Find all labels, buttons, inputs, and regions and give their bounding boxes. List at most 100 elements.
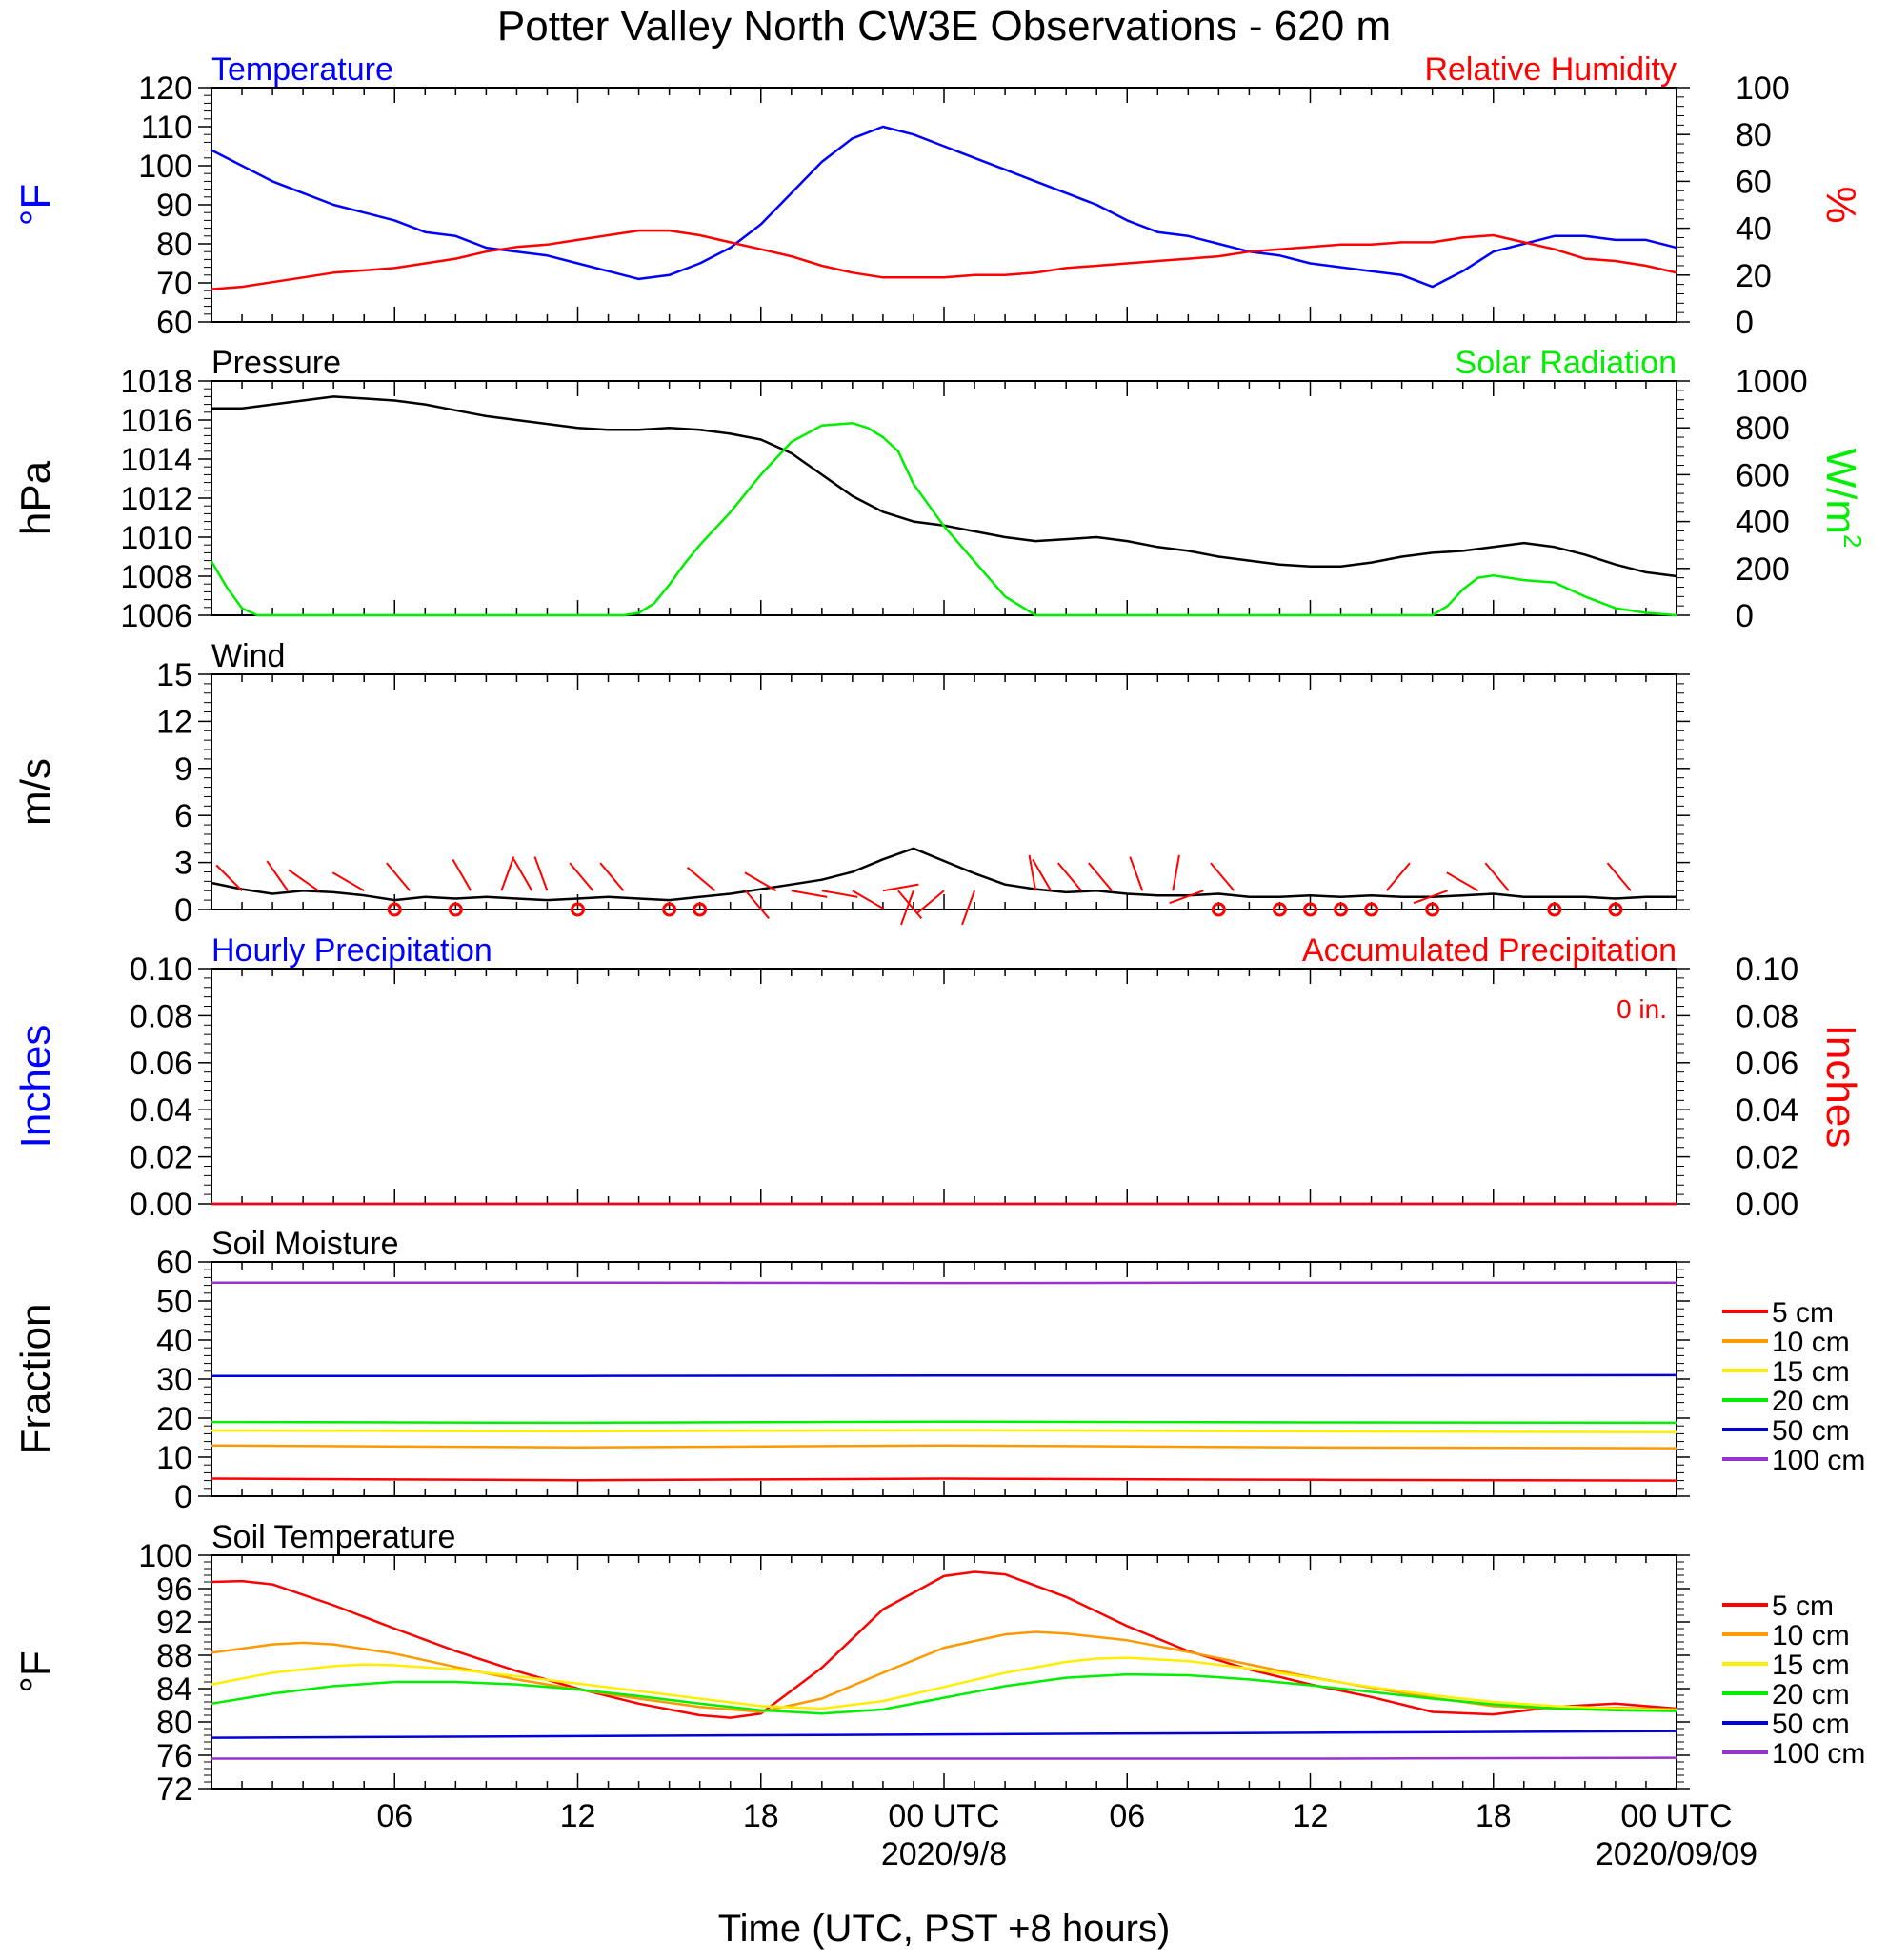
x-tick-label: 18	[1476, 1798, 1512, 1834]
y-right-tick-label: 200	[1736, 551, 1790, 588]
y-left-tick-label: 90	[156, 188, 192, 224]
wind-calm-circle	[1364, 902, 1379, 917]
wind-calm-circle	[448, 902, 463, 917]
panel-title-left: Wind	[211, 638, 285, 674]
legend-label: 15 cm	[1772, 1356, 1850, 1388]
y-left-tick-label: 80	[156, 1705, 192, 1741]
y-left-tick-label: 0	[174, 1479, 192, 1515]
y-left-tick-label: 80	[156, 227, 192, 263]
wind-barb	[1088, 862, 1113, 891]
legend-label: 10 cm	[1772, 1327, 1850, 1358]
wind-barb	[599, 862, 625, 891]
wind-barb	[882, 883, 919, 892]
series-line-5-cm	[211, 1570, 1677, 1719]
wind-barb	[1028, 854, 1037, 891]
series-line-temperature	[211, 125, 1677, 289]
y-left-tick-label: 1006	[120, 598, 192, 634]
y-left-tick-label: 110	[141, 110, 192, 146]
y-right-axis-label: Inches	[1818, 1025, 1864, 1149]
wind-calm-circle	[1334, 902, 1349, 917]
y-left-tick-label: 15	[156, 657, 192, 693]
wind-barb	[1446, 871, 1479, 892]
legend-label: 5 cm	[1772, 1590, 1834, 1622]
legend-label: 50 cm	[1772, 1415, 1850, 1447]
y-left-tick-label: 50	[156, 1284, 192, 1320]
wind-barb	[288, 869, 319, 892]
series-line-100-cm	[211, 1756, 1677, 1760]
wind-barb	[452, 858, 472, 891]
y-right-axis-label: W/m2	[1818, 449, 1867, 549]
y-left-tick-label: 40	[156, 1323, 192, 1359]
accumulated-total: 0 in.	[1617, 994, 1667, 1024]
y-left-tick-label: 60	[156, 1245, 192, 1281]
legend-label: 15 cm	[1772, 1650, 1850, 1681]
legend-label: 20 cm	[1772, 1386, 1850, 1417]
wind-barb	[266, 860, 289, 891]
wind-barb	[512, 858, 533, 891]
y-left-tick-label: 6	[174, 798, 192, 834]
panel-2: 0 3 6 9 12 15 Wind m/s	[12, 638, 1690, 929]
legend-label: 20 cm	[1772, 1679, 1850, 1710]
x-tick-label: 12	[1293, 1798, 1329, 1834]
wind-calm-circle	[662, 902, 677, 917]
wind-barb	[1606, 862, 1632, 891]
wind-barb	[500, 856, 515, 891]
y-left-tick-label: 30	[156, 1362, 192, 1398]
y-left-tick-label: 9	[174, 751, 192, 788]
x-tick-label: 06	[376, 1798, 412, 1834]
y-right-tick-label: 800	[1736, 410, 1790, 447]
x-tick-label: 00 UTC	[888, 1798, 999, 1834]
panel-title-right: Accumulated Precipitation	[1302, 932, 1677, 969]
wind-calm-circle	[1425, 902, 1440, 917]
wind-calm-circle	[1272, 902, 1287, 917]
wind-calm-circle	[387, 902, 402, 917]
wind-barb	[900, 890, 914, 926]
panels-group: 60708090100110120020406080100Temperature…	[12, 51, 1867, 1808]
y-right-tick-label: 0.06	[1736, 1046, 1798, 1082]
y-right-axis-label-sup: 2	[1838, 534, 1867, 548]
y-left-tick-label: 100	[138, 149, 192, 185]
wind-calm-circle	[1303, 902, 1317, 917]
y-left-tick-label: 1008	[120, 559, 192, 595]
y-left-tick-label: 0.08	[130, 998, 192, 1034]
series-line-10-cm	[211, 1630, 1677, 1713]
y-left-axis-label: °F	[12, 1650, 59, 1692]
series-line-50-cm	[211, 1373, 1677, 1377]
wind-calm-circle	[693, 902, 708, 917]
wind-barb	[533, 856, 549, 891]
series-line-relative-humidity	[211, 229, 1677, 290]
y-left-tick-label: 76	[156, 1738, 192, 1774]
y-left-tick-label: 20	[156, 1401, 192, 1437]
y-right-tick-label: 0.02	[1736, 1140, 1798, 1176]
y-left-axis-label: Fraction	[12, 1304, 59, 1455]
legend-label: 100 cm	[1772, 1445, 1865, 1476]
y-left-tick-label: 1012	[120, 481, 192, 517]
series-line-20-cm	[211, 1420, 1677, 1425]
y-right-tick-label: 20	[1736, 258, 1772, 294]
y-right-tick-label: 0.08	[1736, 998, 1798, 1034]
y-left-tick-label: 12	[156, 704, 192, 740]
y-left-tick-label: 1016	[120, 403, 192, 439]
wind-barb	[1032, 858, 1053, 891]
wind-barb	[331, 871, 365, 892]
y-right-tick-label: 0.10	[1736, 951, 1798, 988]
y-left-tick-label: 0.04	[130, 1092, 192, 1129]
series-line-15-cm	[211, 1429, 1677, 1434]
wind-barb	[1056, 862, 1082, 891]
wind-barb	[1129, 856, 1144, 891]
series-line-15-cm	[211, 1656, 1677, 1712]
series-line-10-cm	[211, 1444, 1677, 1450]
y-left-tick-label: 1014	[120, 442, 192, 478]
y-left-tick-label: 10	[156, 1440, 192, 1476]
y-left-axis-label: Inches	[12, 1025, 59, 1149]
wind-calm-circle	[571, 902, 585, 917]
panel-title-left: Soil Temperature	[211, 1519, 455, 1555]
x-tick-label: 12	[560, 1798, 596, 1834]
y-left-tick-label: 88	[156, 1638, 192, 1674]
wind-barb	[744, 890, 770, 919]
x-tick-label: 00 UTC	[1620, 1798, 1732, 1834]
